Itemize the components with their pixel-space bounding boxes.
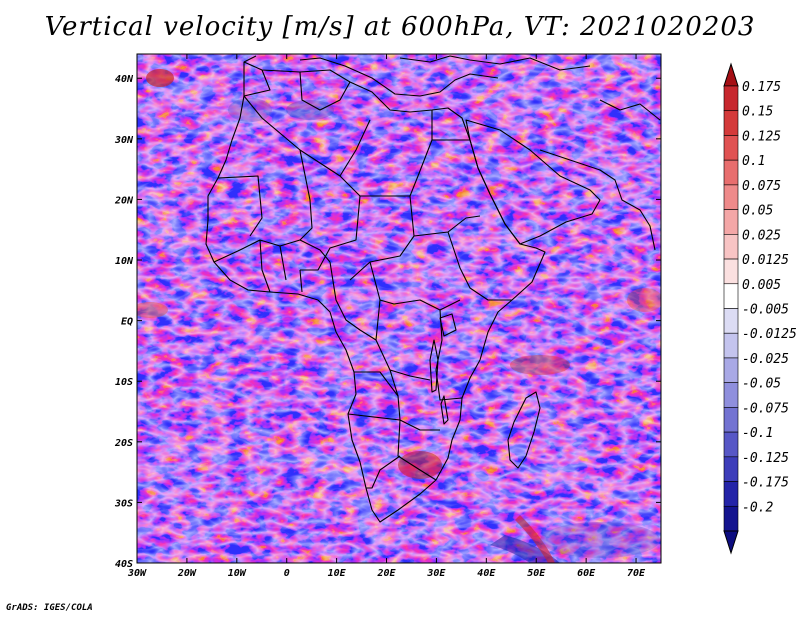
colorbar-segment: [723, 110, 739, 136]
colorbar-top-arrow: [723, 62, 739, 87]
colorbar-segment: [723, 431, 739, 458]
colorbar-label: 0.025: [742, 228, 781, 243]
colorbar-label: -0.05: [742, 377, 781, 392]
lat-tick-label: 20S: [114, 438, 133, 449]
colorbar-segment: [723, 308, 739, 334]
colorbar-segment: [723, 357, 739, 383]
lon-tick-label: 10W: [228, 568, 247, 579]
colorbar-segment: [723, 234, 739, 260]
plot-frame: [136, 53, 662, 564]
colorbar-label: 0.1: [742, 154, 765, 169]
colorbar-label: -0.125: [742, 451, 789, 466]
lat-tick-label: 20N: [114, 195, 134, 206]
lon-tick-label: 30W: [127, 568, 147, 579]
colorbar-segment: [723, 332, 739, 359]
colorbar-label: -0.1: [742, 426, 773, 441]
colorbar-label: -0.175: [742, 476, 789, 491]
colorbar-segment: [723, 258, 739, 285]
colorbar-label: 0.175: [742, 80, 781, 95]
colorbar-label: -0.2: [742, 500, 773, 515]
colorbar-segment: [723, 456, 739, 482]
colorbar-segment: [723, 505, 739, 532]
lon-tick-label: 30E: [426, 568, 446, 579]
lon-tick-label: 70E: [627, 568, 646, 579]
colorbar-segment: [723, 283, 739, 309]
lon-tick-label: 20W: [177, 568, 197, 579]
credit-text: GrADS: IGES/COLA: [6, 603, 93, 613]
lon-axis: 30W 20W 10W 0 10E 20E 30E 40E 50E 60E 70E: [127, 54, 646, 579]
lon-tick-label: 10E: [328, 568, 347, 579]
chart-title: Vertical velocity [m/s] at 600hPa, VT: 2…: [44, 12, 756, 42]
lat-tick-label: 40S: [115, 559, 133, 570]
lat-tick-label: 30S: [114, 498, 133, 509]
colorbar-label: 0.075: [742, 179, 781, 194]
lon-tick-label: 50E: [527, 568, 546, 579]
colorbar-label: -0.0125: [742, 327, 797, 342]
colorbar-label: 0.15: [742, 105, 773, 120]
colorbar-bottom-arrow: [723, 530, 739, 555]
lon-tick-label: 20E: [376, 568, 396, 579]
colorbar-segment: [723, 382, 739, 408]
colorbar-label: -0.075: [742, 401, 789, 416]
colorbar-label: 0.005: [742, 278, 781, 293]
colorbar-label: -0.025: [742, 352, 789, 367]
colorbar-segment: [723, 209, 739, 235]
lat-tick-label: 10S: [115, 377, 133, 388]
colorbar-segment: [723, 159, 739, 186]
lon-tick-label: 0: [284, 568, 290, 579]
lat-tick-label: 30N: [114, 135, 134, 146]
colorbar-segment: [723, 135, 739, 161]
coastlines: [205, 55, 661, 523]
velocity-field: [137, 54, 661, 563]
lon-tick-label: 60E: [577, 568, 596, 579]
lon-tick-label: 40E: [477, 568, 496, 579]
colorbar-label: 0.0125: [742, 253, 789, 268]
colorbar-segment: [723, 481, 739, 507]
colorbar-segment: [723, 407, 739, 433]
colorbar-label: 0.05: [742, 204, 773, 219]
colorbar-segment: [723, 85, 739, 112]
lat-tick-label: 10N: [115, 256, 134, 267]
colorbar-label: 0.125: [742, 129, 781, 144]
colorbar: 0.175 0.15 0.125 0.1 0.075 0.05 0.025 0.0125 0.0…: [723, 62, 797, 555]
colorbar-segment: [723, 184, 739, 210]
lat-tick-label: EQ: [121, 317, 133, 328]
lat-axis: 40N 30N 20N 10N EQ 10S 20S 30S 40S: [114, 74, 661, 570]
lat-tick-label: 40N: [115, 74, 134, 85]
colorbar-label: -0.005: [742, 303, 789, 318]
